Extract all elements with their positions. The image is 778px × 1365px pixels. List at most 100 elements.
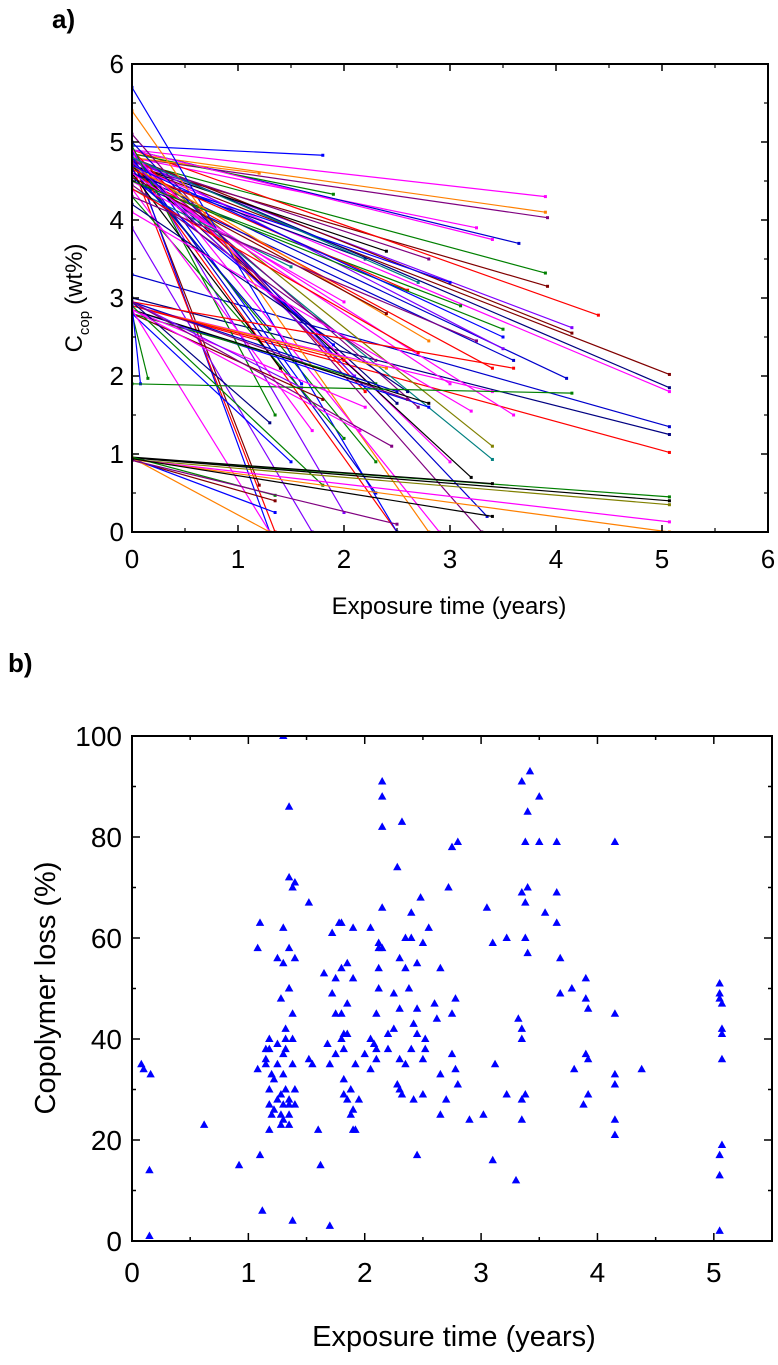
panel-b-point-125	[418, 1090, 428, 1098]
panel-b-point-190	[715, 978, 724, 987]
panel-a-series-10	[132, 157, 573, 334]
panel-a-series-63	[132, 161, 356, 377]
panel-a-point-2-1	[543, 210, 547, 214]
panel-b-point-30	[281, 1085, 290, 1093]
panel-b-point-76	[346, 1085, 355, 1093]
panel-b-point-68	[337, 1034, 346, 1042]
panel-a-point-4-1	[475, 226, 478, 230]
panel-b-point-183	[610, 1130, 620, 1138]
panel-b-x-tick-label: 5	[706, 1257, 722, 1288]
panel-a-series-68	[132, 196, 477, 342]
panel-a-series-101	[132, 458, 276, 514]
panel-b-point-120	[412, 1004, 422, 1012]
panel-b-point-116	[407, 908, 416, 916]
panel-a-point-69-1	[406, 390, 410, 394]
panel-b-point-80	[348, 923, 358, 931]
panel-a-series-82	[132, 309, 366, 408]
panel-a-y-tick-label: 0	[110, 517, 124, 547]
panel-a-point-14-1	[667, 390, 671, 394]
panel-b-point-188	[715, 1150, 724, 1159]
panel-b-point-85	[366, 1064, 375, 1073]
panel-a-x-tick-label: 3	[443, 544, 457, 574]
panel-a-point-24-1	[459, 304, 463, 308]
panel-a-point-87-1	[268, 421, 272, 425]
panel-a-series-30	[132, 164, 493, 460]
panel-a-series-50	[132, 227, 313, 532]
panel-a-point-15-1	[667, 425, 671, 429]
panel-b-point-69	[339, 1044, 348, 1053]
panel-a-point-72-1	[512, 366, 516, 370]
panel-b-point-82	[351, 1059, 360, 1068]
panel-a-series-90	[132, 383, 572, 394]
panel-b-point-133	[441, 1095, 451, 1103]
panel-b-point-60	[325, 1059, 335, 1068]
panel-b-point-29	[279, 1115, 288, 1123]
panel-a-point-53-1	[289, 265, 293, 269]
panel-a-point-29-1	[512, 413, 516, 417]
panel-a-series-85	[132, 305, 324, 486]
panel-b-point-213	[288, 1216, 297, 1224]
panel-b-point-97	[377, 792, 387, 800]
panel-a-point-9-1	[570, 326, 574, 330]
panel-b-point-3	[145, 1231, 154, 1239]
panel-b-point-121	[412, 1029, 422, 1037]
panel-a-point-28-1	[490, 444, 494, 448]
panel-a-point-46-1	[273, 413, 277, 417]
panel-a-point-51-1	[342, 300, 346, 304]
panel-b-y-tick-label: 20	[91, 1125, 122, 1156]
panel-b-point-200	[253, 943, 262, 952]
panel-b-y-tick-label: 0	[106, 1226, 122, 1257]
panel-b-point-184	[610, 1115, 620, 1123]
panel-b-point-177	[583, 1054, 593, 1063]
panel-b-point-126	[421, 1034, 430, 1042]
panel-a-point-30-1	[490, 457, 494, 461]
panel-b-point-70	[339, 1074, 348, 1083]
panel-b-point-122	[416, 893, 425, 901]
panel-a-series-80	[132, 305, 345, 361]
panel-a-point-96-1	[490, 482, 494, 486]
panel-a-point-39-1	[342, 511, 346, 514]
panel-b-point-5	[199, 1120, 209, 1128]
panel-a-point-44-1	[485, 514, 489, 518]
panel-a-series-42	[132, 110, 430, 532]
panel-b-point-128	[424, 923, 433, 931]
panel-b-point-42	[279, 923, 288, 931]
panel-a-series-97	[132, 458, 670, 523]
panel-b-point-23	[276, 1090, 286, 1098]
panel-a-point-59-1	[278, 366, 282, 370]
panel-b-point-50	[290, 877, 300, 886]
panel-b-point-84	[360, 1049, 369, 1058]
panel-a-point-11-1	[565, 376, 569, 380]
panel-b-point-109	[397, 1090, 407, 1098]
panel-b-point-193	[717, 1140, 727, 1149]
panel-b-point-33	[284, 1095, 294, 1103]
panel-a-series-98	[132, 458, 670, 532]
panel-b-x-ticks: 0 1 2 3 4 5	[124, 736, 773, 1288]
panel-b-point-142	[465, 1115, 474, 1123]
panel-b-point-25	[276, 1120, 286, 1128]
panel-a-point-84-1	[289, 460, 293, 464]
panel-b-point-153	[517, 776, 527, 785]
panel-b-point-54	[304, 1054, 314, 1063]
panel-b-point-44	[288, 883, 297, 891]
panel-b-point-217	[517, 1095, 527, 1103]
panel-b-y-tick-label: 40	[91, 1024, 122, 1055]
panel-b-point-15	[265, 1125, 274, 1133]
panel-b-point-47	[276, 994, 286, 1002]
panel-b-point-214	[325, 1221, 335, 1229]
panel-b-point-117	[407, 933, 416, 941]
panel-b-point-95	[377, 903, 387, 911]
panel-b-point-57	[316, 1160, 325, 1169]
panel-b-y-tick-label: 100	[75, 721, 122, 752]
panel-b-point-137	[447, 1009, 457, 1017]
panel-b-point-52	[284, 984, 294, 992]
panel-a-point-75-1	[406, 397, 410, 401]
panel-a-series-2	[132, 153, 546, 213]
panel-a-series-89	[132, 305, 142, 384]
panel-b-point-107	[395, 1054, 404, 1063]
panel-a-point-47-1	[257, 483, 261, 487]
panel-b-point-98	[377, 822, 387, 830]
panel-b-point-140	[453, 837, 463, 846]
panel-b-point-26	[279, 1049, 288, 1058]
panel-a-point-82-1	[363, 405, 367, 409]
